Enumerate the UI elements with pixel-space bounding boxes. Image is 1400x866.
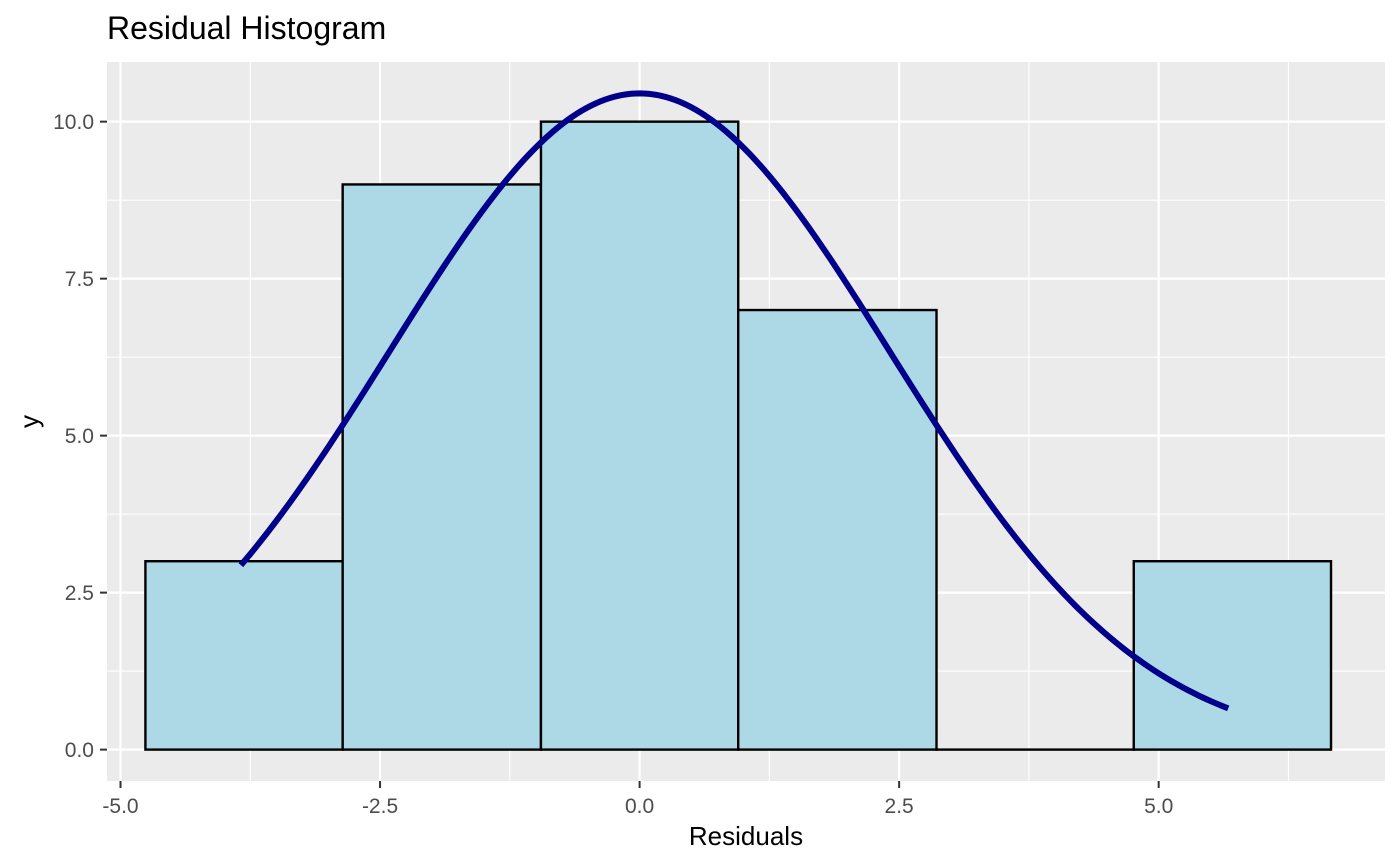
histogram-bar-6 — [1132, 560, 1333, 751]
histogram-bar-1 — [144, 560, 344, 751]
y-tick-label: 5.0 — [65, 425, 94, 448]
x-axis-label: Residuals — [689, 821, 803, 851]
histogram-bars — [144, 120, 1333, 751]
histogram-bar-3 — [539, 120, 740, 751]
x-axis: -5.0 -2.5 0.0 2.5 5.0 — [102, 781, 1173, 818]
x-tick-label: -2.5 — [362, 795, 398, 818]
y-tick-label: 2.5 — [65, 582, 94, 605]
y-axis: 0.0 2.5 5.0 7.5 10.0 — [53, 111, 107, 762]
x-tick-label: 0.0 — [625, 795, 654, 818]
histogram-bar-2 — [341, 183, 543, 751]
histogram-bar-4 — [737, 308, 938, 751]
y-tick-label: 0.0 — [65, 739, 94, 762]
y-tick-label: 7.5 — [65, 268, 94, 291]
x-tick-label: 5.0 — [1144, 795, 1173, 818]
y-tick-label: 10.0 — [53, 111, 94, 134]
chart-title: Residual Histogram — [107, 10, 386, 46]
normal-density-curve — [238, 90, 1230, 712]
y-axis-label: y — [14, 415, 44, 428]
x-tick-label: 2.5 — [885, 795, 914, 818]
x-tick-label: -5.0 — [102, 795, 138, 818]
